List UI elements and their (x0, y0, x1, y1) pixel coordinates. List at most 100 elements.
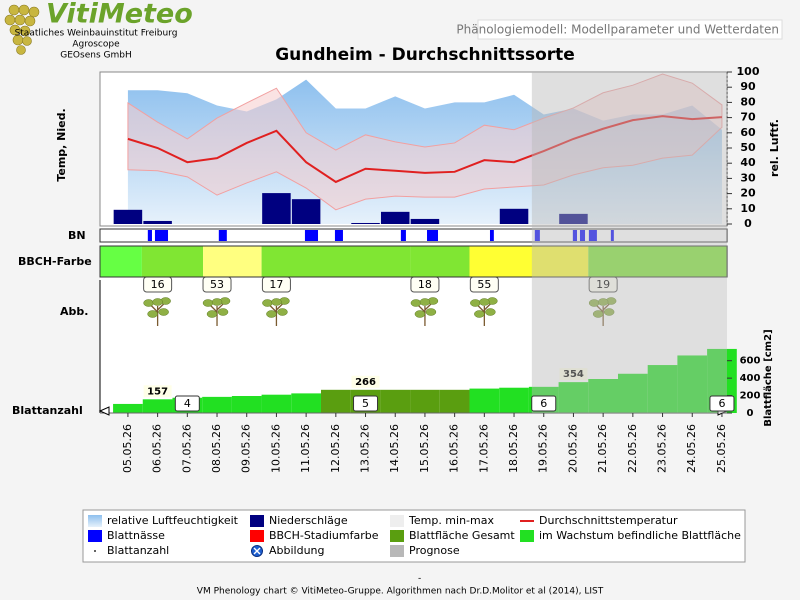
leaf-count-box (709, 395, 735, 412)
x-tick-label: 05.05.26 (121, 424, 134, 473)
stage-label: 16 (151, 278, 165, 291)
precipitation-bar (113, 209, 143, 224)
x-tick-label: 21.05.26 (596, 424, 609, 473)
org-line: Staatliches Weinbauinstitut Freiburg (15, 29, 178, 39)
bbch-segment (100, 246, 142, 277)
leaf-area-bar (499, 387, 529, 413)
leaf (597, 298, 609, 306)
annotation-label: 266 (355, 377, 376, 388)
x-tick-label: 19.05.26 (537, 424, 550, 473)
leaf (410, 299, 422, 307)
legend-symbol (88, 515, 102, 527)
bbch-frame (99, 245, 728, 278)
leaf (470, 299, 481, 307)
bn-period (489, 230, 494, 241)
x-tick-label: 10.05.26 (269, 424, 282, 473)
leaf (277, 308, 288, 316)
annotation-box (143, 385, 172, 398)
leaf (217, 308, 229, 316)
x-tick-label: 16.05.26 (448, 424, 461, 473)
leaf-area-bar (617, 373, 648, 413)
mean-temp-line (127, 115, 723, 184)
tab-label[interactable]: Phänologiemodell: Modellparameter und We… (456, 23, 779, 37)
leaf-count-box (353, 395, 379, 412)
leaf (425, 308, 437, 316)
leaf-area-bar (469, 388, 500, 413)
y2-tick-label: 60 (740, 126, 756, 139)
x-tick-label: 14.05.26 (388, 424, 401, 473)
leaf-area-bar (113, 403, 143, 413)
legend-symbol (390, 545, 404, 557)
leaf (474, 310, 485, 318)
bn-label: BN (68, 229, 86, 242)
stage-label: 18 (418, 278, 432, 291)
stage-image (588, 297, 617, 326)
leaf (592, 310, 604, 318)
leaf (158, 308, 169, 316)
x-tick-label: 08.05.26 (210, 424, 223, 473)
precipitation-bar (380, 211, 410, 224)
legend-symbol (250, 515, 264, 527)
legend-label: relative Luftfeuchtigkeit (107, 514, 239, 527)
x-tick-label: 07.05.26 (180, 424, 193, 473)
bn-period (579, 230, 586, 241)
x-tick-label: 23.05.26 (656, 424, 669, 473)
y2-tick-label: 70 (740, 111, 756, 124)
legend-symbol (250, 530, 264, 542)
x-tick-label: 13.05.26 (359, 424, 372, 473)
bn-period (218, 230, 227, 241)
legend-label: Niederschläge (269, 514, 348, 527)
x-tick-label: 15.05.26 (418, 424, 431, 473)
stage-image (410, 297, 439, 326)
bn-period (147, 230, 152, 241)
chart-title: Gundheim - Durchschnittssorte (275, 45, 575, 65)
legend-label: Prognose (409, 544, 460, 557)
legend-label: Abbildung (269, 544, 325, 557)
leaf (143, 299, 154, 307)
leaf (266, 310, 277, 318)
leaf-count-label: Blattanzahl (12, 404, 83, 417)
leaf (419, 298, 431, 306)
bbch-segment (141, 246, 204, 277)
bn-period (154, 230, 169, 241)
leaf-count-value: 5 (362, 397, 369, 410)
leaf-area-bar (439, 389, 470, 413)
precipitation-bar (143, 220, 172, 224)
stage-image (202, 297, 231, 326)
leaf-area-bar (231, 396, 262, 413)
bbch-segment (469, 246, 589, 277)
leaf (211, 298, 223, 306)
precipitation-bar (410, 218, 440, 224)
bn-period (588, 230, 597, 241)
precipitation-bar (499, 208, 529, 224)
leaf-area-bar (320, 389, 351, 413)
x-tick-label: 24.05.26 (685, 424, 698, 473)
leaf (152, 298, 163, 306)
legend-label: Blattfläche Gesamt (409, 529, 515, 542)
legend-label: Blattnässe (107, 529, 165, 542)
precipitation-bar (291, 199, 321, 224)
y2-tick-label: 40 (740, 156, 756, 169)
y2-tick-label: 30 (740, 171, 756, 184)
precipitation-bar (351, 222, 380, 224)
y2-tick-label: 100 (737, 65, 760, 78)
x-tick-label: 18.05.26 (507, 424, 520, 473)
leaf (202, 299, 214, 307)
legend-symbol (94, 550, 96, 552)
bbch-segment (203, 246, 262, 277)
y2-tick-label: 0 (744, 217, 752, 230)
legend-symbol (390, 515, 404, 527)
leaf-count-value: 4 (184, 397, 191, 410)
bn-period (610, 230, 614, 241)
leaf (603, 308, 615, 316)
bn-period (427, 230, 439, 241)
legend-items: relative Luftfeuchtigkeit Niederschläge Te… (88, 514, 741, 557)
leaf-area-bar (677, 355, 708, 413)
x-tick-label: 09.05.26 (240, 424, 253, 473)
x-tick-label: 17.05.26 (477, 424, 490, 473)
leaf-area-bar (261, 394, 292, 413)
leaf-area-bar (558, 382, 589, 413)
tab[interactable] (477, 19, 783, 40)
prognosis-area (531, 72, 727, 413)
